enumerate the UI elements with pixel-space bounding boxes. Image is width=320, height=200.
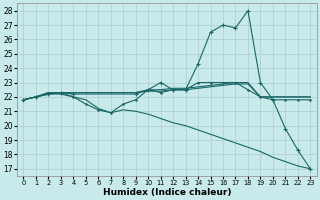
X-axis label: Humidex (Indice chaleur): Humidex (Indice chaleur) — [103, 188, 231, 197]
